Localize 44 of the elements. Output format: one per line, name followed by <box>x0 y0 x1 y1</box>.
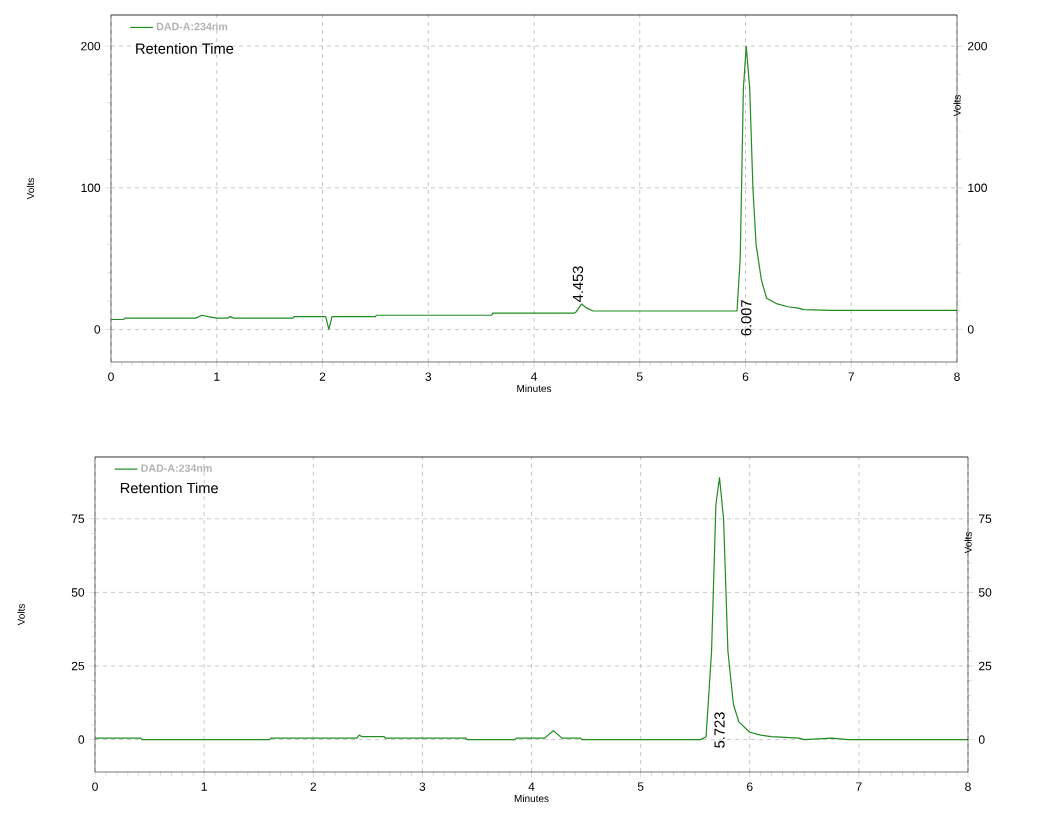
y-tick-label: 25 <box>71 661 85 671</box>
x-tick-label: 8 <box>965 782 971 791</box>
x-tick-label: 6 <box>742 372 749 381</box>
y-tick-label: 75 <box>71 514 85 523</box>
legend-label: DAD-A:234nm <box>156 22 228 31</box>
y2-tick-label: 0 <box>978 735 985 744</box>
x-tick-label: 6 <box>747 782 753 791</box>
y-tick-label: 50 <box>71 588 85 597</box>
x-tick-label: 5 <box>637 782 644 791</box>
x-tick-label: 8 <box>954 372 960 381</box>
annotation: Retention Time <box>136 43 234 54</box>
x-tick-label: 3 <box>425 372 432 381</box>
legend-label: DAD-A:234nm <box>141 464 212 472</box>
y2-tick-label: 50 <box>978 588 992 597</box>
x-axis-title: Minutes <box>514 794 549 803</box>
y2-axis-title: Volts <box>953 95 961 117</box>
x-tick-label: 4 <box>528 782 535 791</box>
y-tick-label: 200 <box>81 41 101 51</box>
annotation: Retention Time <box>120 482 218 494</box>
y2-tick-label: 100 <box>968 183 987 193</box>
y-tick-label: 100 <box>81 183 101 193</box>
x-tick-label: 4 <box>530 372 537 381</box>
y2-axis-title: Volts <box>964 532 972 554</box>
x-axis-title: Minutes <box>517 384 552 393</box>
y2-tick-label: 75 <box>979 514 992 523</box>
x-tick-label: 1 <box>201 782 207 791</box>
annotation: 6.007 <box>741 300 752 336</box>
y2-tick-label: 25 <box>979 661 992 671</box>
annotation: 4.453 <box>572 266 584 302</box>
x-tick-label: 2 <box>319 372 326 381</box>
x-tick-label: 2 <box>310 782 316 791</box>
annotation: 5.723 <box>714 712 725 748</box>
x-tick-label: 7 <box>856 782 862 791</box>
x-tick-label: 0 <box>108 372 114 381</box>
y-tick-label: 0 <box>94 325 101 334</box>
y-axis-title: Volts <box>17 604 25 626</box>
x-tick-label: 7 <box>848 372 854 381</box>
y-axis-title: Volts <box>26 178 35 200</box>
x-tick-label: 1 <box>214 372 220 381</box>
x-tick-label: 5 <box>636 372 643 381</box>
x-tick-label: 3 <box>419 782 426 791</box>
y2-tick-label: 0 <box>967 325 974 334</box>
y-tick-label: 0 <box>78 735 85 744</box>
y2-tick-label: 200 <box>968 41 987 51</box>
